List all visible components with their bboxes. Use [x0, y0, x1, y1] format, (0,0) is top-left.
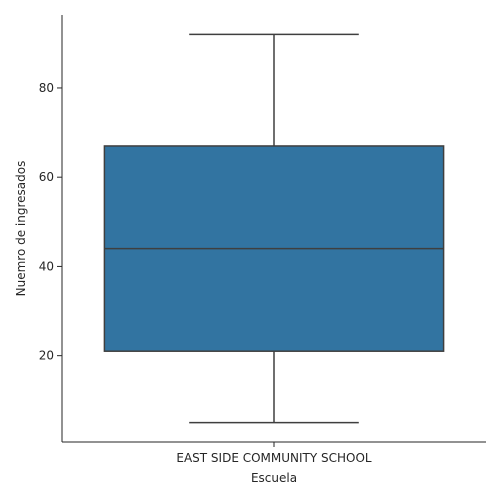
y-tick-label: 60	[39, 170, 54, 184]
y-axis-ticks: 20 40 60 80	[39, 81, 62, 363]
x-axis-ticks: EAST SIDE COMMUNITY SCHOOL	[176, 442, 372, 465]
y-axis-label: Nuemro de ingresados	[14, 161, 28, 297]
y-tick-label: 20	[39, 349, 54, 363]
y-tick-label: 40	[39, 259, 54, 273]
plot-area	[103, 33, 445, 424]
y-tick-label: 80	[39, 81, 54, 95]
x-axis-label: Escuela	[251, 471, 297, 485]
x-tick-label: EAST SIDE COMMUNITY SCHOOL	[176, 451, 372, 465]
